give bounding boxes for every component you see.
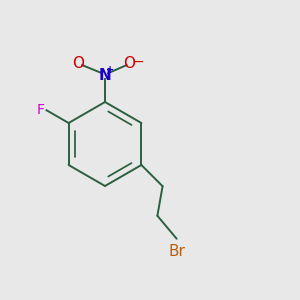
Text: −: − (133, 55, 144, 68)
Text: +: + (106, 64, 115, 75)
Text: Br: Br (168, 244, 185, 259)
Text: N: N (99, 68, 111, 82)
Text: F: F (37, 103, 45, 117)
Text: O: O (124, 56, 136, 70)
Text: O: O (73, 56, 85, 70)
